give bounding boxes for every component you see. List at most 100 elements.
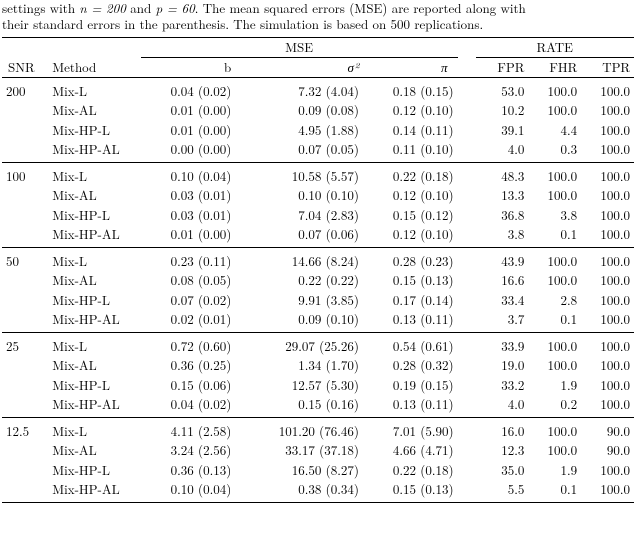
col-method: Method (48, 37, 140, 78)
b-cell: 0.36 (0.13) (141, 460, 236, 479)
table-row: Mix-HP-L0.15 (0.06)12.57 (5.30)0.19 (0.1… (2, 375, 634, 394)
fpr-cell: 12.3 (476, 441, 529, 460)
sig-cell: 16.50 (8.27) (235, 460, 363, 479)
method-cell: Mix-L (48, 248, 140, 271)
sig-cell: 7.32 (4.04) (235, 78, 363, 101)
sig-cell: 0.09 (0.10) (235, 309, 363, 332)
pi-cell: 0.54 (0.61) (363, 333, 458, 356)
b-cell: 0.00 (0.00) (141, 139, 236, 162)
fpr-cell: 3.7 (476, 309, 529, 332)
b-cell: 0.10 (0.04) (141, 479, 236, 502)
fpr-cell: 33.9 (476, 333, 529, 356)
snr-cell: 100 (2, 163, 48, 186)
table-row: Mix-HP-AL0.02 (0.01)0.09 (0.10)0.13 (0.1… (2, 309, 634, 332)
tpr-cell: 100.0 (581, 460, 634, 479)
method-cell: Mix-HP-L (48, 460, 140, 479)
col-tpr: TPR (581, 57, 634, 77)
col-snr: SNR (2, 37, 48, 78)
sig-cell: 0.38 (0.34) (235, 479, 363, 502)
fpr-cell: 33.2 (476, 375, 529, 394)
pi-cell: 0.13 (0.11) (363, 309, 458, 332)
table-caption: settings with n = 200 and p = 60. The me… (2, 0, 634, 33)
sig-cell: 0.15 (0.16) (235, 394, 363, 417)
table-row: Mix-AL0.03 (0.01)0.10 (0.10)0.12 (0.10)1… (2, 186, 634, 205)
fpr-cell: 16.6 (476, 271, 529, 290)
sig-cell: 33.17 (37.18) (235, 441, 363, 460)
pi-cell: 0.19 (0.15) (363, 375, 458, 394)
method-cell: Mix-AL (48, 186, 140, 205)
pi-cell: 0.18 (0.15) (363, 78, 458, 101)
table-row: Mix-AL3.24 (2.56)33.17 (37.18)4.66 (4.71… (2, 441, 634, 460)
method-cell: Mix-HP-L (48, 205, 140, 224)
b-cell: 0.15 (0.06) (141, 375, 236, 394)
fhr-cell: 100.0 (528, 333, 581, 356)
table-row: Mix-HP-AL0.04 (0.02)0.15 (0.16)0.13 (0.1… (2, 394, 634, 417)
col-sig: σ² (235, 57, 363, 77)
method-cell: Mix-HP-AL (48, 479, 140, 502)
col-pi: π (363, 57, 458, 77)
b-cell: 0.08 (0.05) (141, 271, 236, 290)
method-cell: Mix-HP-L (48, 290, 140, 309)
tpr-cell: 100.0 (581, 333, 634, 356)
snr-cell (2, 309, 48, 332)
table-row: 50Mix-L0.23 (0.11)14.66 (8.24)0.28 (0.23… (2, 248, 634, 271)
fhr-cell: 0.1 (528, 309, 581, 332)
col-group-mse: MSE (141, 37, 458, 57)
sig-cell: 0.22 (0.22) (235, 271, 363, 290)
fpr-cell: 36.8 (476, 205, 529, 224)
fpr-cell: 48.3 (476, 163, 529, 186)
method-cell: Mix-HP-L (48, 120, 140, 139)
b-cell: 0.01 (0.00) (141, 101, 236, 120)
snr-cell (2, 441, 48, 460)
table-row: Mix-AL0.08 (0.05)0.22 (0.22)0.15 (0.13)1… (2, 271, 634, 290)
fhr-cell: 100.0 (528, 163, 581, 186)
snr-cell (2, 139, 48, 162)
table-row: Mix-HP-L0.01 (0.00)4.95 (1.88)0.14 (0.11… (2, 120, 634, 139)
snr-cell: 25 (2, 333, 48, 356)
caption-line2: their standard errors in the parenthesis… (2, 14, 483, 33)
tpr-cell: 100.0 (581, 101, 634, 120)
method-cell: Mix-L (48, 333, 140, 356)
b-cell: 0.04 (0.02) (141, 78, 236, 101)
table-row: Mix-HP-AL0.00 (0.00)0.07 (0.05)0.11 (0.1… (2, 139, 634, 162)
fpr-cell: 4.0 (476, 394, 529, 417)
snr-cell (2, 479, 48, 502)
b-cell: 0.02 (0.01) (141, 309, 236, 332)
method-cell: Mix-L (48, 163, 140, 186)
method-cell: Mix-AL (48, 101, 140, 120)
sig-cell: 0.07 (0.05) (235, 139, 363, 162)
snr-cell: 12.5 (2, 418, 48, 441)
col-fhr: FHR (528, 57, 581, 77)
method-cell: Mix-HP-L (48, 375, 140, 394)
b-cell: 0.01 (0.00) (141, 120, 236, 139)
pi-cell: 0.15 (0.13) (363, 271, 458, 290)
tpr-cell: 100.0 (581, 224, 634, 247)
col-b: b (141, 57, 236, 77)
table-row: Mix-AL0.01 (0.00)0.09 (0.08)0.12 (0.10)1… (2, 101, 634, 120)
method-cell: Mix-AL (48, 356, 140, 375)
b-cell: 0.23 (0.11) (141, 248, 236, 271)
fpr-cell: 5.5 (476, 479, 529, 502)
fhr-cell: 0.1 (528, 224, 581, 247)
tpr-cell: 100.0 (581, 394, 634, 417)
table-row: Mix-HP-L0.36 (0.13)16.50 (8.27)0.22 (0.1… (2, 460, 634, 479)
tpr-cell: 90.0 (581, 418, 634, 441)
fpr-cell: 33.4 (476, 290, 529, 309)
snr-cell (2, 356, 48, 375)
method-cell: Mix-L (48, 78, 140, 101)
tpr-cell: 100.0 (581, 290, 634, 309)
fhr-cell: 100.0 (528, 248, 581, 271)
b-cell: 0.07 (0.02) (141, 290, 236, 309)
sig-cell: 9.91 (3.85) (235, 290, 363, 309)
tpr-cell: 100.0 (581, 120, 634, 139)
sig-cell: 7.04 (2.83) (235, 205, 363, 224)
pi-cell: 0.22 (0.18) (363, 163, 458, 186)
fpr-cell: 16.0 (476, 418, 529, 441)
sig-cell: 4.95 (1.88) (235, 120, 363, 139)
tpr-cell: 100.0 (581, 163, 634, 186)
pi-cell: 0.13 (0.11) (363, 394, 458, 417)
pi-cell: 0.12 (0.10) (363, 101, 458, 120)
table-row: Mix-HP-L0.07 (0.02)9.91 (3.85)0.17 (0.14… (2, 290, 634, 309)
pi-cell: 0.15 (0.13) (363, 479, 458, 502)
snr-cell (2, 271, 48, 290)
